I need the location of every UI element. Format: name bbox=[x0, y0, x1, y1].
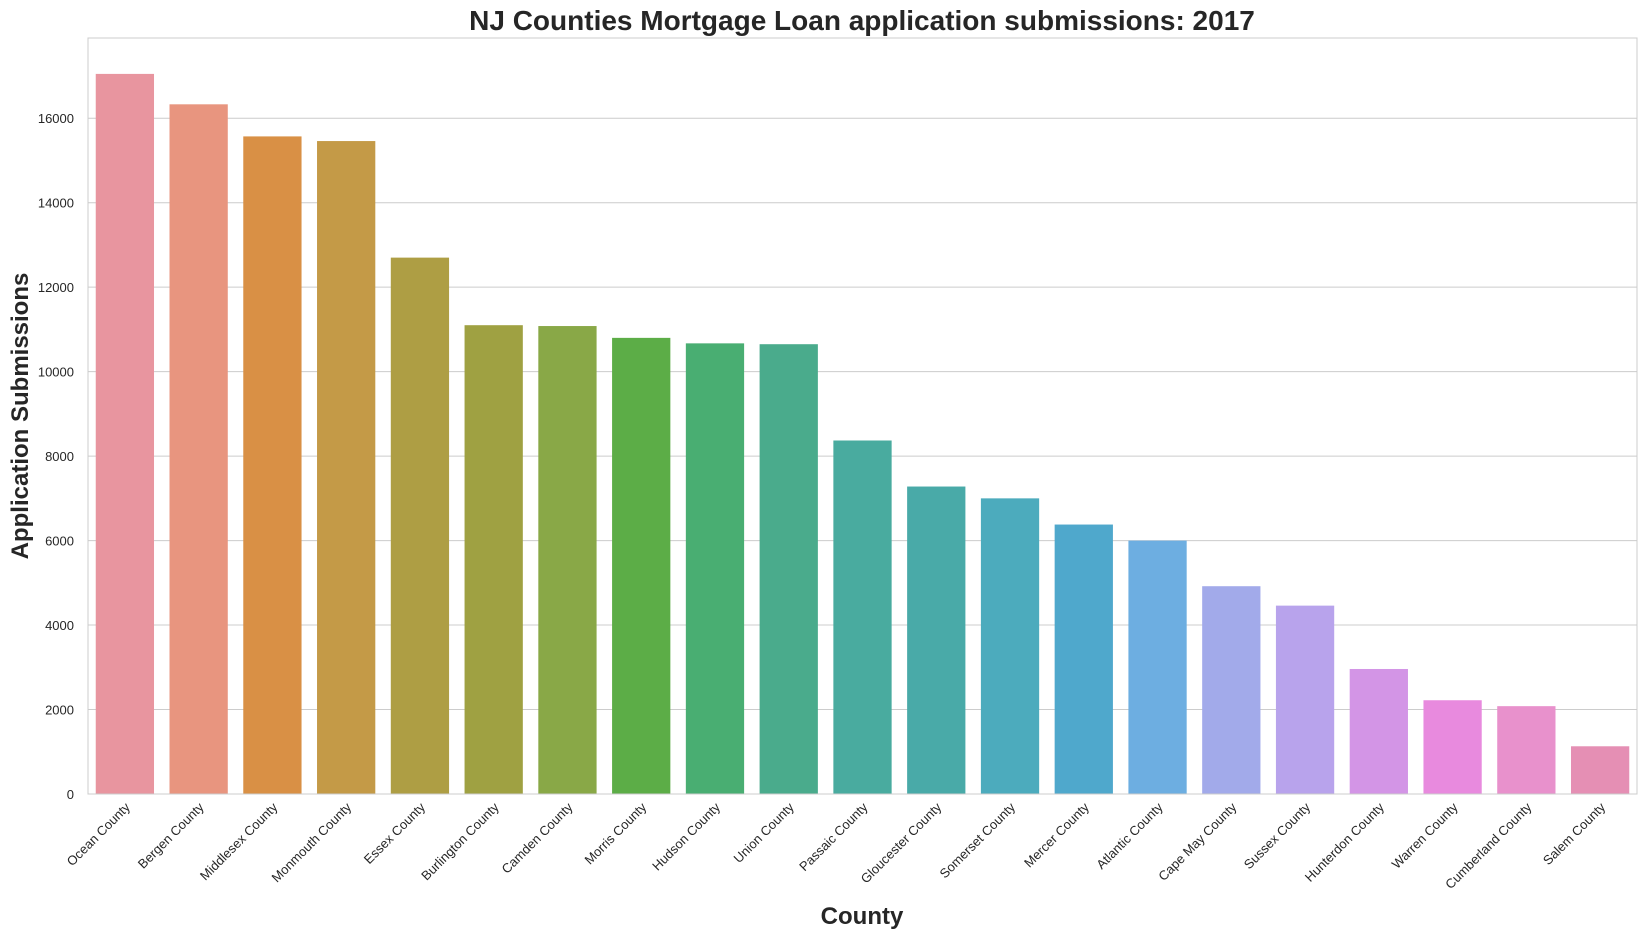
bar bbox=[169, 104, 228, 795]
bar bbox=[1054, 524, 1113, 794]
bar bbox=[464, 325, 523, 794]
x-tick-label: Middlesex County bbox=[197, 799, 281, 883]
bar bbox=[612, 337, 671, 794]
bar bbox=[1570, 746, 1630, 794]
y-tick-label: 12000 bbox=[38, 280, 74, 295]
bar bbox=[390, 257, 450, 794]
x-tick-label: Mercer County bbox=[1021, 799, 1092, 870]
bar bbox=[95, 73, 155, 795]
bar bbox=[1349, 668, 1408, 794]
bar bbox=[1497, 706, 1556, 794]
y-tick-label: 4000 bbox=[45, 618, 74, 633]
x-tick-label: Sussex County bbox=[1241, 799, 1314, 872]
y-tick-label: 8000 bbox=[45, 449, 74, 464]
x-tick-label: Camden County bbox=[499, 799, 576, 876]
bar bbox=[1128, 540, 1187, 794]
bar bbox=[980, 498, 1040, 794]
x-tick-label: Union County bbox=[731, 799, 798, 866]
bar bbox=[907, 486, 966, 794]
bar bbox=[1423, 700, 1482, 794]
bar bbox=[759, 344, 818, 794]
y-tick-label: 0 bbox=[67, 787, 74, 802]
bars bbox=[95, 73, 1630, 795]
y-tick-label: 6000 bbox=[45, 534, 74, 549]
x-tick-label: Cape May County bbox=[1155, 799, 1240, 884]
x-tick-label: Passaic County bbox=[796, 799, 871, 874]
x-tick-label: Monmouth County bbox=[269, 799, 355, 885]
bar bbox=[833, 440, 892, 794]
bar bbox=[538, 326, 597, 794]
bar bbox=[685, 343, 745, 794]
plot-area-border bbox=[87, 37, 1638, 795]
bar bbox=[1202, 586, 1261, 794]
x-tick-label: Gloucester County bbox=[858, 799, 945, 886]
x-tick-label: Ocean County bbox=[64, 799, 134, 869]
bar bbox=[243, 136, 302, 794]
x-tick-label: Salem County bbox=[1540, 799, 1609, 868]
y-axis-title: Application Submissions bbox=[7, 273, 34, 560]
y-tick-label: 10000 bbox=[38, 365, 74, 380]
bar bbox=[317, 141, 376, 795]
x-tick-label: Morris County bbox=[582, 799, 650, 867]
y-tick-label: 2000 bbox=[45, 703, 74, 718]
y-tick-labels: 0 2000 4000 6000 8000 10000 12000 14000 16000 bbox=[38, 111, 74, 802]
x-tick-label: Atlantic County bbox=[1093, 799, 1166, 872]
y-tick-label: 14000 bbox=[38, 196, 74, 211]
x-tick-label: Essex County bbox=[361, 799, 429, 867]
x-axis-title: County bbox=[821, 903, 904, 930]
x-tick-label: Warren County bbox=[1389, 799, 1461, 871]
y-tick-label: 16000 bbox=[38, 111, 74, 126]
x-tick-label: Hunterdon County bbox=[1302, 799, 1388, 885]
x-tick-label: Somerset County bbox=[937, 799, 1019, 881]
x-tick-label: Hudson County bbox=[649, 799, 723, 873]
x-tick-label: Bergen County bbox=[135, 799, 207, 871]
chart-title: NJ Counties Mortgage Loan application su… bbox=[469, 5, 1255, 36]
bar bbox=[1275, 605, 1335, 794]
x-tick-label: Burlington County bbox=[418, 799, 502, 883]
